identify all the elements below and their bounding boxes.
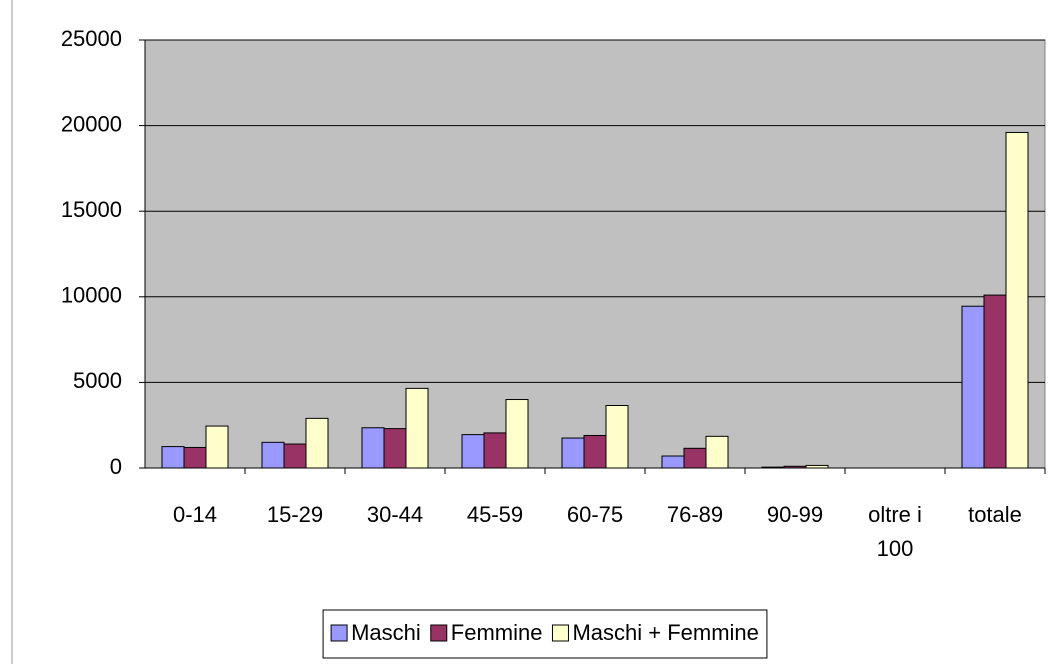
bar — [961, 305, 985, 469]
bar — [761, 466, 785, 469]
x-tick-label: 76-89 — [667, 502, 723, 527]
y-tick-label: 5000 — [73, 368, 122, 393]
bar — [483, 432, 507, 469]
x-tick-label: 15-29 — [267, 502, 323, 527]
bar — [805, 464, 829, 469]
bar — [161, 446, 185, 469]
legend-box — [322, 609, 768, 659]
legend-label: Maschi + Femmine — [572, 620, 758, 645]
x-tick-label: 45-59 — [467, 502, 523, 527]
bar — [461, 434, 485, 469]
x-tick-label: 60-75 — [567, 502, 623, 527]
x-tick-label: 0-14 — [173, 502, 217, 527]
bar — [605, 405, 629, 469]
legend: Maschi Femmine Maschi + Femmine — [322, 609, 768, 659]
bar — [283, 443, 307, 469]
legend-label: Maschi — [351, 620, 421, 645]
y-tick-label: 20000 — [61, 111, 122, 136]
bar — [261, 441, 285, 469]
bar — [383, 428, 407, 469]
legend-swatch — [330, 624, 348, 642]
y-tick-label: 0 — [110, 454, 122, 479]
legend-swatch — [551, 624, 569, 642]
bar — [583, 434, 607, 469]
x-tick-label: oltre i 100 — [868, 502, 922, 561]
bar — [305, 417, 329, 469]
bar — [561, 437, 585, 469]
bar — [183, 446, 207, 469]
y-tick-label: 15000 — [61, 197, 122, 222]
bar — [661, 455, 685, 469]
x-tick-label: 90-99 — [767, 502, 823, 527]
bar — [505, 399, 529, 469]
y-tick-label: 10000 — [61, 283, 122, 308]
x-tick-label: 30-44 — [367, 502, 423, 527]
bar — [361, 427, 385, 469]
plot-area — [144, 39, 1046, 469]
bar — [783, 465, 807, 469]
bar — [405, 387, 429, 469]
bar — [205, 425, 229, 469]
x-tick-label: totale — [968, 502, 1022, 527]
bar — [705, 435, 729, 469]
bar — [683, 447, 707, 469]
legend-label: Femmine — [451, 620, 543, 645]
bar — [983, 294, 1007, 469]
y-tick-label: 25000 — [61, 26, 122, 51]
legend-swatch — [430, 624, 448, 642]
bar — [1005, 131, 1029, 469]
